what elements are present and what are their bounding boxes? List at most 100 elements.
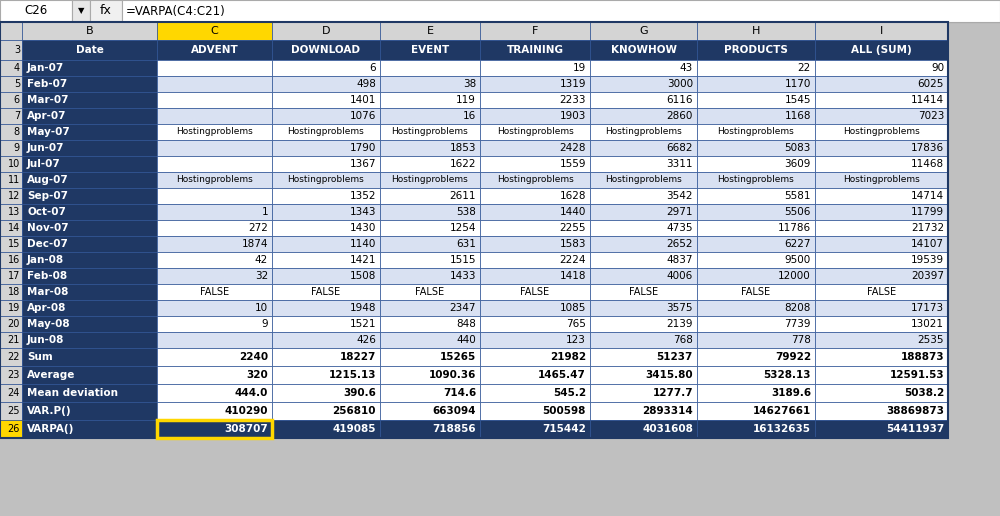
- Bar: [697, 316, 815, 332]
- Bar: [480, 420, 590, 438]
- Bar: [0, 252, 22, 268]
- Bar: [380, 300, 480, 316]
- Text: 1254: 1254: [450, 223, 476, 233]
- Text: 3609: 3609: [785, 159, 811, 169]
- Text: Jun-07: Jun-07: [27, 143, 64, 153]
- Text: Hostingproblems: Hostingproblems: [497, 127, 573, 137]
- Bar: [590, 40, 697, 60]
- Text: 848: 848: [456, 319, 476, 329]
- Bar: [72, 0, 90, 22]
- Text: 43: 43: [680, 63, 693, 73]
- Text: 1874: 1874: [242, 239, 268, 249]
- Text: 12000: 12000: [778, 271, 811, 281]
- Bar: [480, 316, 590, 332]
- Text: 3415.80: 3415.80: [645, 370, 693, 380]
- Text: 1622: 1622: [450, 159, 476, 169]
- Text: 11786: 11786: [778, 223, 811, 233]
- Text: 419085: 419085: [332, 424, 376, 434]
- Bar: [157, 332, 272, 348]
- Bar: [480, 252, 590, 268]
- Bar: [590, 252, 697, 268]
- Bar: [0, 108, 22, 124]
- Text: 6682: 6682: [666, 143, 693, 153]
- Text: 32: 32: [255, 271, 268, 281]
- Bar: [480, 108, 590, 124]
- Text: Hostingproblems: Hostingproblems: [718, 175, 794, 185]
- Bar: [480, 22, 590, 40]
- Text: VAR.P(): VAR.P(): [27, 406, 72, 416]
- Bar: [272, 268, 380, 284]
- Bar: [697, 236, 815, 252]
- Bar: [22, 172, 157, 188]
- Bar: [590, 140, 697, 156]
- Text: FALSE: FALSE: [741, 287, 771, 297]
- Text: 38869873: 38869873: [886, 406, 944, 416]
- Bar: [590, 366, 697, 384]
- Bar: [0, 60, 22, 76]
- Text: May-07: May-07: [27, 127, 70, 137]
- Bar: [697, 384, 815, 402]
- Text: 8: 8: [14, 127, 20, 137]
- Text: 1168: 1168: [784, 111, 811, 121]
- Bar: [380, 204, 480, 220]
- Text: 6: 6: [369, 63, 376, 73]
- Bar: [697, 332, 815, 348]
- Text: 498: 498: [356, 79, 376, 89]
- Bar: [22, 236, 157, 252]
- Text: KNOWHOW: KNOWHOW: [610, 45, 676, 55]
- Text: 538: 538: [456, 207, 476, 217]
- Text: Hostingproblems: Hostingproblems: [718, 127, 794, 137]
- Text: 16132635: 16132635: [753, 424, 811, 434]
- Text: H: H: [752, 26, 760, 36]
- Bar: [22, 40, 157, 60]
- Text: 12591.53: 12591.53: [889, 370, 944, 380]
- Text: Sum: Sum: [27, 352, 53, 362]
- Bar: [697, 268, 815, 284]
- Text: 5038.2: 5038.2: [904, 388, 944, 398]
- Bar: [157, 40, 272, 60]
- Bar: [22, 108, 157, 124]
- Text: 3000: 3000: [667, 79, 693, 89]
- Bar: [157, 366, 272, 384]
- Bar: [815, 316, 948, 332]
- Text: TRAINING: TRAINING: [507, 45, 564, 55]
- Bar: [380, 172, 480, 188]
- Text: Hostingproblems: Hostingproblems: [497, 175, 573, 185]
- Bar: [590, 236, 697, 252]
- Bar: [272, 204, 380, 220]
- Text: 4: 4: [14, 63, 20, 73]
- Text: Hostingproblems: Hostingproblems: [176, 175, 253, 185]
- Bar: [815, 156, 948, 172]
- Text: 2652: 2652: [666, 239, 693, 249]
- Text: 545.2: 545.2: [553, 388, 586, 398]
- Text: 38: 38: [463, 79, 476, 89]
- Text: 778: 778: [791, 335, 811, 345]
- Bar: [0, 172, 22, 188]
- Bar: [22, 140, 157, 156]
- Text: 16: 16: [463, 111, 476, 121]
- Text: Hostingproblems: Hostingproblems: [288, 127, 364, 137]
- Bar: [157, 252, 272, 268]
- Bar: [590, 204, 697, 220]
- Bar: [22, 92, 157, 108]
- Text: Hostingproblems: Hostingproblems: [288, 175, 364, 185]
- Bar: [590, 124, 697, 140]
- Bar: [480, 366, 590, 384]
- Bar: [0, 0, 1000, 22]
- Bar: [0, 300, 22, 316]
- Bar: [697, 124, 815, 140]
- Bar: [815, 402, 948, 420]
- Bar: [157, 316, 272, 332]
- Text: 17836: 17836: [911, 143, 944, 153]
- Text: 1465.47: 1465.47: [538, 370, 586, 380]
- Text: 3: 3: [14, 45, 20, 55]
- Bar: [590, 76, 697, 92]
- Text: 13: 13: [8, 207, 20, 217]
- Text: Hostingproblems: Hostingproblems: [605, 175, 682, 185]
- Bar: [0, 366, 22, 384]
- Bar: [697, 76, 815, 92]
- Text: 1352: 1352: [350, 191, 376, 201]
- Text: FALSE: FALSE: [629, 287, 658, 297]
- Text: 1140: 1140: [350, 239, 376, 249]
- Text: 21: 21: [8, 335, 20, 345]
